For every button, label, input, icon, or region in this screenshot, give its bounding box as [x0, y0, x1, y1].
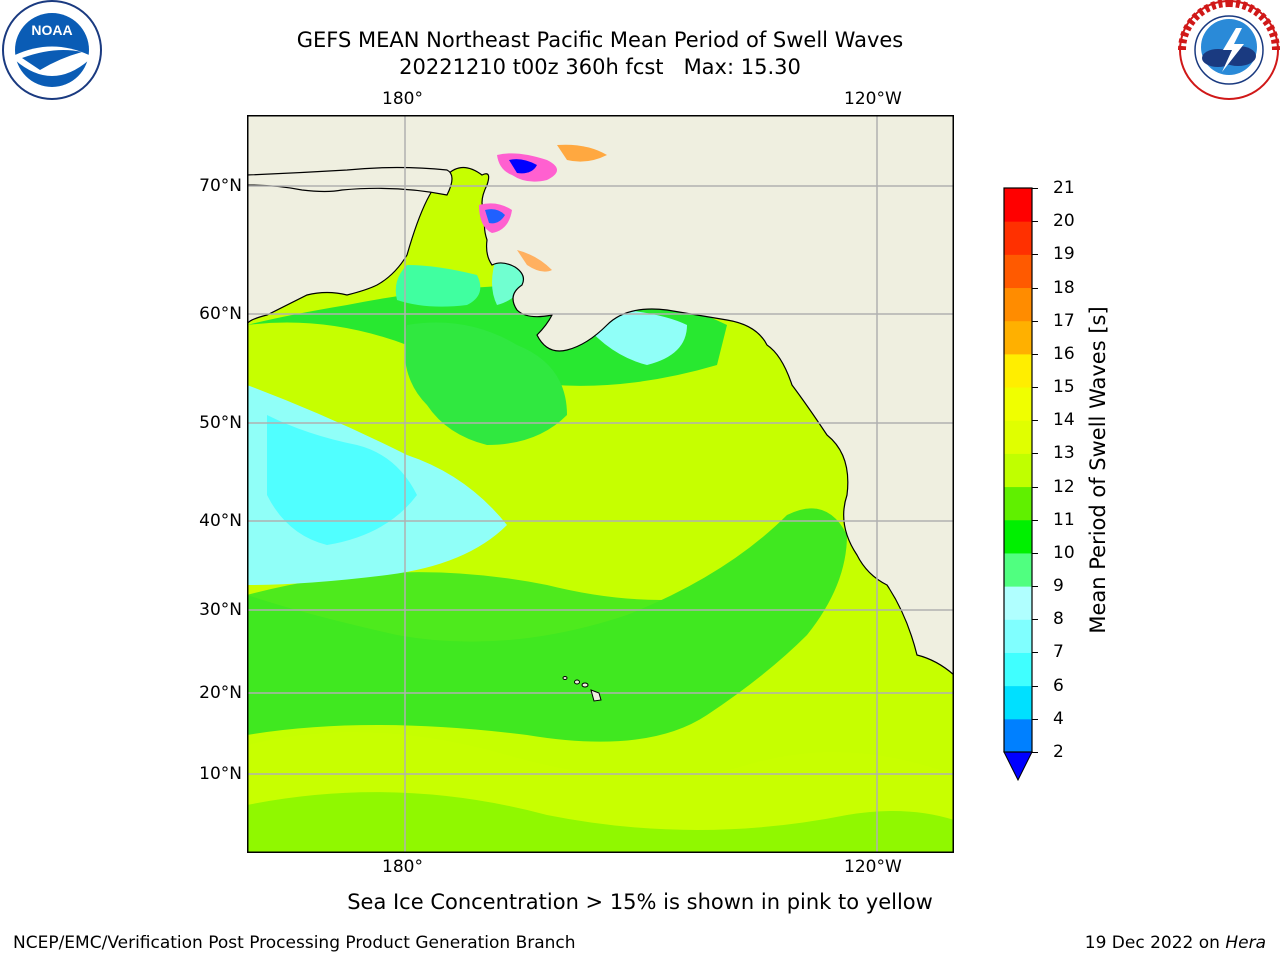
colorbar-segment — [1004, 320, 1032, 355]
colorbar-tick-label: 19 — [1053, 244, 1075, 265]
colorbar-tick-mark — [1032, 552, 1038, 554]
lon-label-top-180: 180° — [382, 89, 423, 109]
sea-ice-region — [479, 144, 607, 272]
lon-label-bottom-120w: 120°W — [844, 857, 902, 877]
colorbar-tick-mark — [1032, 287, 1038, 289]
lat-label-30n: 30°N — [199, 600, 242, 620]
colorbar-segment — [1004, 188, 1032, 222]
land-masses — [247, 115, 954, 676]
colorbar-segment — [1004, 353, 1032, 388]
colorbar-segment — [1004, 221, 1032, 255]
colorbar-tick-label: 17 — [1053, 310, 1075, 331]
colorbar-tick-mark — [1032, 718, 1038, 720]
credit-host: Hera — [1225, 933, 1266, 953]
lat-label-70n: 70°N — [199, 176, 242, 196]
colorbar-tick-label: 7 — [1053, 642, 1064, 663]
colorbar-tick-mark — [1032, 752, 1038, 753]
lon-label-top-120w: 120°W — [844, 89, 902, 109]
chart-title: GEFS MEAN Northeast Pacific Mean Period … — [296, 28, 904, 52]
lat-label-10n: 10°N — [199, 764, 242, 784]
colorbar-tick-mark — [1032, 221, 1038, 223]
colorbar-tick-label: 20 — [1053, 211, 1075, 232]
colorbar-tick-label: 2 — [1053, 742, 1064, 762]
colorbar-tick-label: 6 — [1053, 675, 1064, 696]
sea-ice-note: Sea Ice Concentration > 15% is shown in … — [347, 890, 933, 914]
colorbar-segment — [1004, 552, 1032, 587]
colorbar-tick-label: 21 — [1053, 178, 1075, 198]
colorbar-tick-label: 8 — [1053, 609, 1064, 630]
colorbar-tick-mark — [1032, 652, 1038, 654]
colorbar-tick-label: 10 — [1053, 542, 1075, 563]
colorbar-tick-mark — [1032, 519, 1038, 521]
colorbar-segment — [1004, 586, 1032, 620]
lat-label-20n: 20°N — [199, 683, 242, 703]
colorbar-tick-label: 12 — [1053, 476, 1075, 497]
colorbar-segment — [1004, 453, 1032, 488]
colorbar-segment — [1004, 619, 1032, 653]
lon-label-bottom-180: 180° — [382, 857, 423, 877]
colorbar-tick-mark — [1032, 387, 1038, 389]
swell-field — [247, 255, 954, 853]
colorbar-tick-mark — [1032, 320, 1038, 322]
credit-left: NCEP/EMC/Verification Post Processing Pr… — [13, 933, 576, 953]
colorbar-tick-label: 14 — [1053, 410, 1075, 431]
lat-label-50n: 50°N — [199, 413, 242, 433]
credit-right: 19 Dec 2022 on Hera — [1085, 933, 1266, 953]
colorbar-tick-label: 13 — [1053, 443, 1075, 464]
colorbar-tick-mark — [1032, 254, 1038, 256]
colorbar-tick-mark — [1032, 486, 1038, 488]
lat-label-60n: 60°N — [199, 304, 242, 324]
colorbar-segment — [1004, 718, 1032, 753]
colorbar-segment — [1004, 387, 1032, 421]
colorbar-tick-mark — [1032, 586, 1038, 588]
colorbar-tick-mark — [1032, 619, 1038, 621]
lat-label-40n: 40°N — [199, 511, 242, 531]
colorbar-tick-mark — [1032, 420, 1038, 422]
colorbar-tick-mark — [1032, 685, 1038, 687]
colorbar-label: Mean Period of Swell Waves [s] — [1086, 306, 1110, 634]
hawaii-islands — [562, 676, 602, 702]
colorbar-tick-mark — [1032, 453, 1038, 455]
colorbar-tick-label: 11 — [1053, 509, 1075, 530]
colorbar-segment — [1004, 519, 1032, 554]
colorbar-segment — [1004, 652, 1032, 687]
colorbar-segment — [1004, 254, 1032, 289]
gridlines — [247, 115, 954, 853]
colorbar-tick-label: 16 — [1053, 343, 1075, 364]
noaa-logo-text: NOAA — [31, 22, 72, 38]
noaa-logo: NOAA — [2, 0, 102, 100]
colorbar-segment — [1004, 420, 1032, 454]
colorbar-tick-label: 9 — [1053, 576, 1064, 597]
colorbar-tick-label: 18 — [1053, 277, 1075, 298]
nws-logo — [1178, 0, 1280, 100]
colorbar-segment — [1004, 287, 1032, 322]
colorbar-segment — [1004, 486, 1032, 521]
colorbar-tick-label: 15 — [1053, 377, 1075, 398]
map-border — [247, 115, 954, 853]
colorbar-segment — [1004, 685, 1032, 720]
colorbar — [1003, 187, 1033, 782]
chart-subtitle: 20221210 t00z 360h fcst Max: 15.30 — [399, 55, 801, 79]
credit-date: 19 Dec 2022 on — [1084, 933, 1226, 953]
colorbar-tick-mark — [1032, 188, 1038, 189]
map-panel — [247, 115, 954, 853]
colorbar-tick-mark — [1032, 353, 1038, 355]
colorbar-tick-label: 4 — [1053, 708, 1064, 729]
